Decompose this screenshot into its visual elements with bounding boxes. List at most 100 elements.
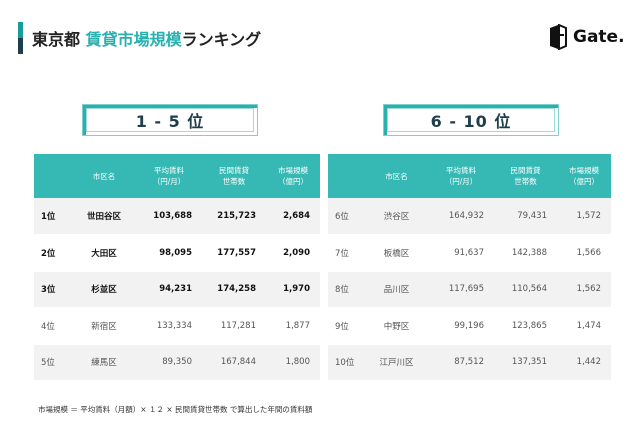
rank-range-label-1-5: 1 - 5 位 [82,104,258,136]
city-name-cell: 江戸川区 [365,344,428,382]
header-text: 世帯数 [222,177,246,186]
ranking-table-6-10: 市区名 平均賃料 （円/月） 民間賃貸世帯数 市場規模 （億円） 6位 渋谷区 164,… [328,154,611,382]
market-size-cell: 1,442 [557,344,611,382]
rank-cell: 8位 [328,271,365,309]
city-name-cell: 練馬区 [72,344,136,382]
page-header: 東京都 賃貸市場規模ランキング [18,22,261,54]
households-cell: 137,351 [494,344,557,382]
table-row: 5位 練馬区 89,350 167,844 1,800 [34,344,320,382]
table-row: 7位 板橋区 91,637 142,388 1,566 [328,234,611,272]
header-text: 市区名 [92,171,116,181]
header-text: 民間賃貸 [510,166,541,175]
rank-cell: 2位 [34,234,72,272]
table-row: 2位 大田区 98,095 177,557 2,090 [34,234,320,272]
avg-rent-cell: 94,231 [136,271,202,309]
households-cell: 167,844 [202,344,266,382]
table-row: 3位 杉並区 94,231 174,258 1,970 [34,271,320,309]
table-row: 6位 渋谷区 164,932 79,431 1,572 [328,198,611,236]
header-city: 市区名 [365,154,428,198]
footnote: 市場規模 ＝ 平均賃料（月額）× １２ × 民間賃貸世帯数 で算出した年間の賃料… [38,405,313,414]
market-size-cell: 1,877 [266,307,320,345]
table-header-row: 市区名 平均賃料 （円/月） 民間賃貸世帯数 市場規模 （億円） [328,154,611,198]
header-market: 市場規模 （億円） [557,154,611,198]
avg-rent-cell: 87,512 [428,344,494,382]
rank-cell: 9位 [328,307,365,345]
rank-range-text: 6 - 10 位 [387,108,555,132]
rank-cell: 3位 [34,271,72,309]
title-accent-bar [18,22,23,54]
rank-cell: 4位 [34,307,72,345]
city-name-cell: 杉並区 [72,271,136,309]
title-accent: 賃貸市場規模 [85,30,182,49]
header-text: 民間賃貸 [219,166,249,175]
avg-rent-cell: 98,095 [136,234,202,272]
title-suffix: ランキング [181,30,262,49]
logo-text: Gate. [573,27,625,47]
market-size-cell: 1,572 [557,198,611,236]
table-row: 9位 中野区 99,196 123,865 1,474 [328,307,611,345]
market-size-cell: 1,800 [266,344,320,382]
avg-rent-cell: 164,932 [428,198,494,236]
city-name-cell: 世田谷区 [72,198,136,236]
header-text: 市場規模 [278,166,308,175]
market-size-cell: 1,970 [266,271,320,309]
households-cell: 123,865 [494,307,557,345]
table-row: 10位 江戸川区 87,512 137,351 1,442 [328,344,611,382]
header-households: 民間賃貸 世帯数 [494,154,557,198]
city-name-cell: 品川区 [365,271,428,309]
rank-cell: 6位 [328,198,365,236]
table-header-row: 市区名 平均賃料 （円/月） 民間賃貸世帯数 市場規模 （億円） [34,154,320,198]
avg-rent-cell: 99,196 [428,307,494,345]
table-row: 8位 品川区 117,695 110,564 1,562 [328,271,611,309]
households-cell: 174,258 [202,271,266,309]
market-size-cell: 1,474 [557,307,611,345]
header-text: （億円） [278,177,308,186]
header-text: 平均賃料 [154,166,184,175]
rank-range-label-6-10: 6 - 10 位 [383,104,559,136]
city-name-cell: 新宿区 [72,307,136,345]
city-name-cell: 渋谷区 [365,198,428,236]
city-name-cell: 大田区 [72,234,136,272]
market-size-cell: 1,566 [557,234,611,272]
ranking-table-1-5: 市区名 平均賃料 （円/月） 民間賃貸世帯数 市場規模 （億円） 1位 世田谷区 103… [34,154,320,382]
header-text: 市区名 [385,171,408,181]
table-row: 1位 世田谷区 103,688 215,723 2,684 [34,198,320,236]
header-text: （円/月） [152,177,186,186]
gate-logo: Gate. [548,24,625,50]
header-text: （億円） [569,177,599,186]
header-text: 市場規模 [569,166,599,175]
header-text: 平均賃料 [446,166,476,175]
title-prefix: 東京都 [32,30,81,49]
rank-cell: 7位 [328,234,365,272]
households-cell: 142,388 [494,234,557,272]
page-title: 東京都 賃貸市場規模ランキング [32,26,261,50]
households-cell: 177,557 [202,234,266,272]
header-rank [328,154,365,198]
header-market: 市場規模 （億円） [266,154,320,198]
market-size-cell: 1,562 [557,271,611,309]
header-city: 市区名 [72,154,136,198]
header-text: （円/月） [444,177,478,186]
header-rank [34,154,72,198]
rank-cell: 10位 [328,344,365,382]
market-size-cell: 2,684 [266,198,320,236]
rank-cell: 5位 [34,344,72,382]
city-name-cell: 板橋区 [365,234,428,272]
gate-logo-icon [550,24,567,50]
households-cell: 117,281 [202,307,266,345]
avg-rent-cell: 103,688 [136,198,202,236]
avg-rent-cell: 91,637 [428,234,494,272]
avg-rent-cell: 89,350 [136,344,202,382]
market-size-cell: 2,090 [266,234,320,272]
avg-rent-cell: 117,695 [428,271,494,309]
header-rent: 平均賃料 （円/月） [136,154,202,198]
header-text: 世帯数 [514,177,537,186]
rank-cell: 1位 [34,198,72,236]
table-row: 4位 新宿区 133,334 117,281 1,877 [34,307,320,345]
rank-range-text: 1 - 5 位 [86,108,254,132]
households-cell: 215,723 [202,198,266,236]
households-cell: 79,431 [494,198,557,236]
households-cell: 110,564 [494,271,557,309]
city-name-cell: 中野区 [365,307,428,345]
header-households: 民間賃貸 世帯数 [202,154,266,198]
